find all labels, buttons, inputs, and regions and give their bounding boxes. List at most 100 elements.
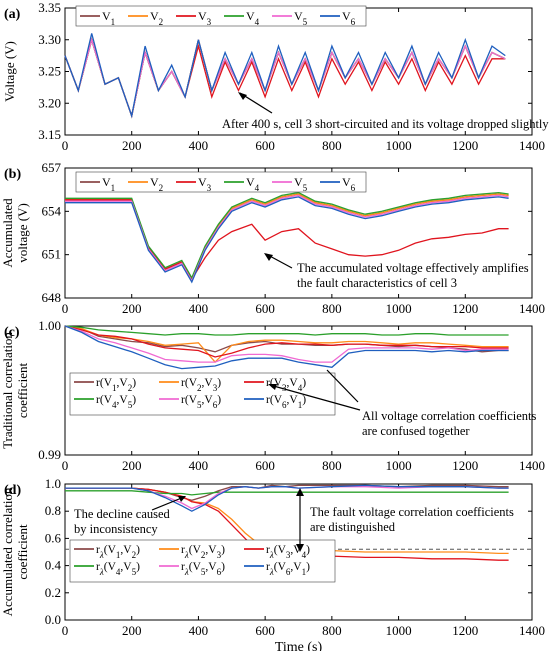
y-tick-label: 1.0 <box>45 476 61 491</box>
series-line-r(V5,V6) <box>64 325 509 363</box>
panel-label: (d) <box>4 483 21 498</box>
y-tick-label: 0.2 <box>45 585 61 600</box>
series-line-r(V2,V3) <box>64 325 509 364</box>
x-tick-label: 0 <box>62 138 69 153</box>
arrow-head <box>238 92 247 100</box>
y-tick-label: 1.00 <box>38 318 61 333</box>
y-axis-label: Traditional correlation <box>0 332 15 449</box>
legend-entry: rλ(V1,V2) <box>96 544 140 560</box>
legend-box <box>75 5 367 27</box>
annotation-text: are confused together <box>362 424 470 438</box>
y-tick-label: 0.0 <box>45 612 61 627</box>
y-axis-label: Accumulated <box>0 198 15 268</box>
x-tick-label: 800 <box>322 138 342 153</box>
panel-label: (b) <box>4 167 21 182</box>
y-tick-label: 0.6 <box>45 530 62 545</box>
y-axis-label: voltage (V) <box>15 203 30 263</box>
arrow-head <box>296 544 304 552</box>
x-tick-label: 1000 <box>386 458 412 473</box>
panel-label: (c) <box>4 325 20 340</box>
y-axis-label: coefficient <box>15 362 30 418</box>
arrow-head <box>296 488 304 496</box>
series-line-r(V4,V5) <box>64 325 509 336</box>
x-tick-label: 200 <box>122 458 142 473</box>
legend-entry: rλ(V2,V3) <box>181 544 225 560</box>
y-axis-label: coefficient <box>15 524 30 580</box>
legend-box <box>69 539 336 583</box>
x-tick-label: 1200 <box>452 623 478 638</box>
x-tick-label: 0 <box>62 623 69 638</box>
y-tick-label: 3.25 <box>38 64 61 79</box>
legend-entry: r(V4,V5) <box>96 394 136 410</box>
annotation-text: The accumulated voltage effectively ampl… <box>297 261 529 275</box>
series-line-r(V3,V4) <box>64 325 509 358</box>
x-tick-label: 400 <box>189 138 209 153</box>
series-line-V5 <box>65 194 509 283</box>
y-tick-label: 3.30 <box>38 32 61 47</box>
series-line-r(V6,V1) <box>64 325 509 370</box>
legend-entry: r(V1,V2) <box>96 377 136 393</box>
x-tick-label: 1200 <box>452 138 478 153</box>
y-tick-label: 0.99 <box>38 447 61 462</box>
x-axis-label: Time (s) <box>275 640 323 651</box>
x-tick-label: 800 <box>322 623 342 638</box>
arrow-head <box>178 496 186 502</box>
y-tick-label: 651 <box>42 247 62 262</box>
annotation-text: After 400 s, cell 3 short-circuited and … <box>222 117 549 131</box>
legend-entry: V1 <box>102 9 115 27</box>
x-tick-label: 200 <box>122 138 142 153</box>
legend-entry: V3 <box>198 9 212 27</box>
legend-box <box>75 171 367 193</box>
panel-label: (a) <box>4 7 21 22</box>
annotation-text: The decline caused <box>74 507 171 521</box>
x-tick-label: 800 <box>322 458 342 473</box>
legend-entry: r(V2,V3) <box>181 377 221 393</box>
x-tick-label: 1400 <box>519 138 545 153</box>
x-tick-label: 400 <box>189 623 209 638</box>
legend-entry: V6 <box>342 9 356 27</box>
y-tick-label: 0.4 <box>45 558 62 573</box>
x-tick-label: 600 <box>255 623 275 638</box>
x-tick-label: 1000 <box>386 301 412 316</box>
x-tick-label: 200 <box>122 623 142 638</box>
annotation-text: All voltage correlation coefficients <box>362 409 536 423</box>
series-line-rλ(V6,V1) <box>65 484 509 512</box>
legend-entry: V5 <box>294 9 308 27</box>
legend-entry: V1 <box>102 175 115 193</box>
legend-entry: V6 <box>342 175 356 193</box>
x-tick-label: 400 <box>189 458 209 473</box>
y-tick-label: 3.35 <box>38 0 61 15</box>
series-line-V3 <box>65 199 509 281</box>
legend-entry: rλ(V3,V4) <box>266 544 310 560</box>
legend-entry: rλ(V5,V6) <box>181 561 225 577</box>
x-tick-label: 600 <box>255 138 275 153</box>
annotation-text: the fault characteristics of cell 3 <box>297 276 457 290</box>
arrow-head <box>264 253 273 261</box>
y-tick-label: 3.20 <box>38 95 61 110</box>
x-tick-label: 1000 <box>386 623 412 638</box>
x-tick-label: 0 <box>62 458 69 473</box>
annotation-arrow <box>269 384 361 411</box>
annotation-text: are distinguished <box>310 520 396 534</box>
annotation-arrow <box>151 496 185 511</box>
legend-entry: r(V6,V1) <box>266 394 306 410</box>
arrow-head <box>268 384 277 390</box>
y-tick-label: 657 <box>42 160 62 175</box>
series-line-V6 <box>64 33 506 119</box>
series-line-V4 <box>65 191 509 280</box>
legend-entry: V3 <box>198 175 212 193</box>
x-tick-label: 1400 <box>519 623 545 638</box>
x-tick-label: 200 <box>122 301 142 316</box>
y-tick-label: 648 <box>42 290 62 305</box>
annotation-text: The fault voltage correlation coefficien… <box>310 505 514 519</box>
legend-entry: rλ(V4,V5) <box>96 561 140 577</box>
y-axis-label: Accumulated correlation <box>0 487 15 616</box>
x-tick-label: 800 <box>322 301 342 316</box>
y-axis-label: Voltage (V) <box>2 41 17 102</box>
legend-entry: V4 <box>246 9 260 27</box>
x-tick-label: 1400 <box>519 301 545 316</box>
x-tick-label: 400 <box>189 301 209 316</box>
series-line-V6 <box>65 196 509 284</box>
x-tick-label: 0 <box>62 301 69 316</box>
